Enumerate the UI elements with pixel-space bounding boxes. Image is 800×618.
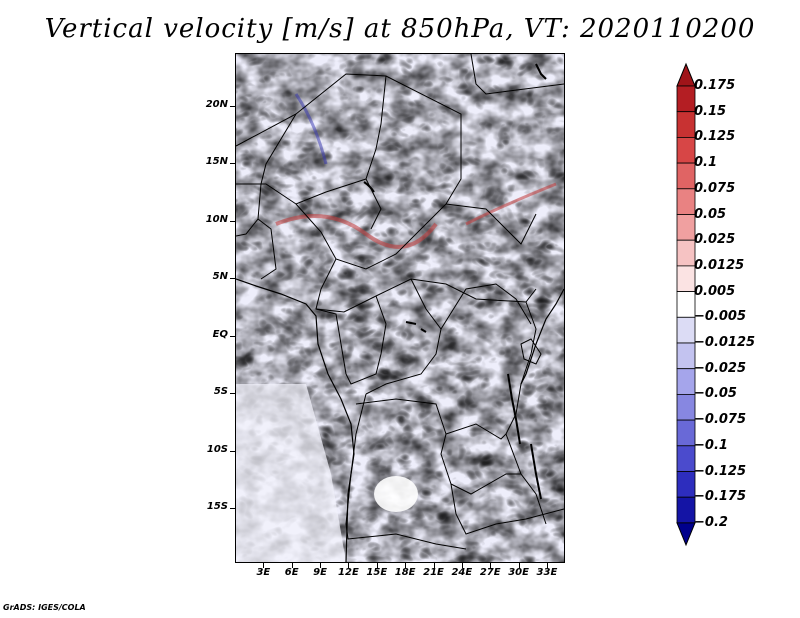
lon-tick xyxy=(518,563,520,568)
colorbar-segment xyxy=(676,188,696,215)
lat-tick xyxy=(230,450,235,452)
lon-tick xyxy=(461,563,463,568)
colorbar-tick-label: −0.125 xyxy=(694,463,747,479)
lon-label: 12E xyxy=(338,567,359,578)
colorbar-segment xyxy=(676,291,696,318)
ocean-weak-area xyxy=(236,384,346,562)
colorbar-segment xyxy=(676,368,696,395)
chart-title: Vertical velocity [m/s] at 850hPa, VT: 2… xyxy=(44,14,756,44)
lon-tick xyxy=(291,563,293,568)
lat-tick xyxy=(230,278,235,280)
colorbar-segment xyxy=(676,342,696,370)
lat-tick xyxy=(230,163,235,165)
lon-label: 9E xyxy=(313,567,327,578)
convergence-band xyxy=(275,214,438,249)
east-coastline xyxy=(520,288,564,385)
colorbar-tick-label: 0.0125 xyxy=(694,257,745,273)
colorbar-tick-label: 0.005 xyxy=(694,283,736,299)
colorbar-segment xyxy=(676,111,696,138)
lon-tick xyxy=(348,563,350,568)
colorbar-segment xyxy=(676,419,696,447)
colorbar-segment xyxy=(676,445,696,472)
lon-tick xyxy=(320,563,322,568)
lon-label: 27E xyxy=(479,567,501,578)
lat-tick xyxy=(230,508,235,510)
colorbar-tick-label: 0.025 xyxy=(694,232,736,248)
lon-tick xyxy=(490,563,492,568)
lon-tick xyxy=(433,563,435,568)
weak-velocity-patch xyxy=(374,476,418,512)
map-plot xyxy=(235,53,565,563)
colorbar-segment xyxy=(676,471,696,498)
lon-label: 15E xyxy=(366,567,388,578)
lake-victoria xyxy=(520,338,542,365)
colorbar-segment xyxy=(676,496,696,524)
lon-label: 6E xyxy=(284,567,299,578)
lake-malawi xyxy=(530,443,542,500)
colorbar-segment xyxy=(676,316,696,344)
colorbar-tick-label: −0.025 xyxy=(694,360,747,376)
lon-label: 3E xyxy=(256,567,271,578)
lon-tick xyxy=(546,563,548,568)
colorbar-tick-label: −0.175 xyxy=(694,489,747,505)
lat-label: 5S xyxy=(213,386,228,398)
lat-label: 15S xyxy=(206,501,228,513)
colorbar-segment xyxy=(676,162,696,190)
colorbar-segment xyxy=(676,85,696,113)
colorbar-tick-label: −0.005 xyxy=(694,309,747,325)
lat-tick xyxy=(230,335,235,337)
colorbar-tick-label: 0.075 xyxy=(694,180,736,196)
colorbar-min-arrow xyxy=(676,522,696,547)
lat-label: EQ xyxy=(212,328,228,340)
colorbar-tick-label: −0.2 xyxy=(694,514,728,530)
red-sea-coast xyxy=(535,63,547,80)
lat-label: 20N xyxy=(205,98,228,110)
colorbar-segment xyxy=(676,265,696,292)
lon-label: 33E xyxy=(536,567,558,578)
subsidence-streak xyxy=(294,93,328,165)
colorbar-segment xyxy=(676,137,696,164)
lon-tick xyxy=(376,563,378,568)
lon-label: 21E xyxy=(423,567,444,578)
lat-label: 15N xyxy=(205,156,228,168)
coastline xyxy=(236,278,355,562)
lat-tick xyxy=(230,220,235,222)
lon-label: 30E xyxy=(508,567,529,578)
colorbar-tick-label: 0.1 xyxy=(694,155,718,171)
colorbar-tick-label: 0.15 xyxy=(694,103,727,119)
colorbar-max-arrow xyxy=(676,62,696,87)
lake-tanganyika xyxy=(507,373,521,445)
lon-tick xyxy=(263,563,265,568)
lon-label: 18E xyxy=(394,567,416,578)
colorbar xyxy=(676,62,696,547)
country-borders xyxy=(236,54,564,550)
river-features xyxy=(405,321,427,333)
colorbar-segment xyxy=(676,239,696,267)
lat-label: 10S xyxy=(206,443,228,455)
colorbar-tick-label: −0.075 xyxy=(694,412,747,428)
colorbar-segment xyxy=(676,393,696,421)
colorbar-tick-label: 0.175 xyxy=(694,78,736,93)
colorbar-segment xyxy=(676,214,696,241)
lake-chad xyxy=(363,181,375,193)
convergence-band-east xyxy=(465,182,557,226)
vertical-velocity-field xyxy=(236,54,564,562)
grads-credit: GrADS: IGES/COLA xyxy=(3,603,86,612)
lat-label: 5N xyxy=(212,271,228,283)
colorbar-tick-label: −0.1 xyxy=(694,437,728,453)
lat-tick xyxy=(230,393,235,395)
colorbar-tick-label: 0.125 xyxy=(694,129,736,145)
colorbar-tick-label: −0.0125 xyxy=(694,335,756,350)
colorbar-tick-label: 0.05 xyxy=(694,206,727,222)
lat-tick xyxy=(230,105,235,107)
lon-tick xyxy=(405,563,407,568)
colorbar-tick-label: −0.05 xyxy=(694,386,737,402)
lat-label: 10N xyxy=(205,213,228,225)
lon-label: 24E xyxy=(451,567,473,578)
